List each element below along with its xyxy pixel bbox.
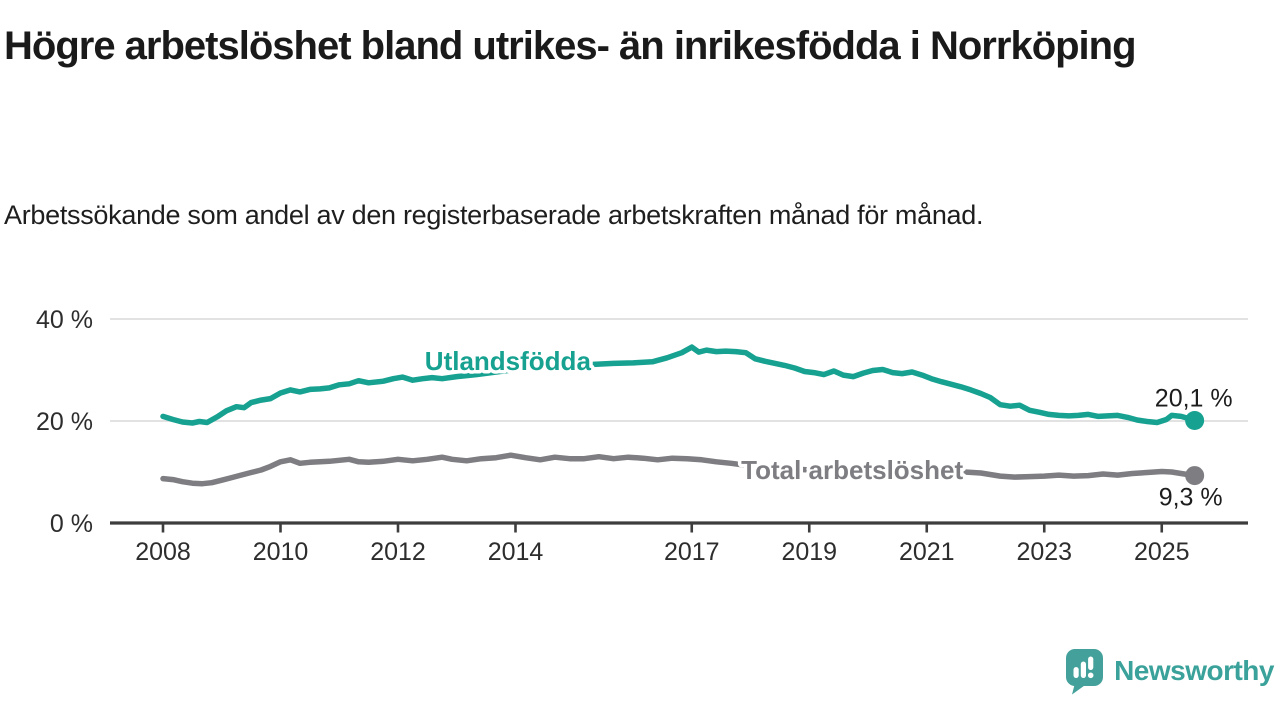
x-tick-label: 2023 xyxy=(1016,538,1072,566)
y-tick-label: 40 % xyxy=(36,306,93,334)
x-tick-label: 2017 xyxy=(664,538,720,566)
x-tick-label: 2014 xyxy=(488,538,544,566)
series-end-value-label-0: 20,1 % xyxy=(1155,384,1233,412)
y-tick-label: 20 % xyxy=(36,408,93,436)
x-tick-label: 2021 xyxy=(899,538,955,566)
y-tick-label: 0 % xyxy=(50,510,93,538)
unemployment-line-chart: 2008 2010 2012 2014 2017 2019 2021 2023 2025 0 % 2… xyxy=(36,306,1248,566)
series-label-0: Utlandsfödda xyxy=(425,346,592,376)
x-tick-label: 2019 xyxy=(781,538,837,566)
chart-title: Högre arbetslöshet bland utrikes- än inr… xyxy=(4,24,1137,68)
series-end-value-label-1: 9,3 % xyxy=(1159,484,1223,512)
newsworthy-branding: Newsworthy xyxy=(1064,645,1274,697)
series-label-1: Total arbetslöshet xyxy=(741,455,963,485)
newsworthy-wordmark: Newsworthy xyxy=(1114,655,1274,686)
x-tick-label: 2012 xyxy=(370,538,426,566)
series-line-1 xyxy=(160,452,1198,487)
newsworthy-logo-icon xyxy=(1066,649,1104,695)
x-tick-label: 2025 xyxy=(1134,538,1190,566)
chart-subtitle: Arbetssökande som andel av den registerb… xyxy=(4,200,984,230)
x-tick-label: 2008 xyxy=(135,538,191,566)
series-line-0 xyxy=(160,344,1198,426)
series-end-dot-1 xyxy=(1185,466,1205,486)
series-end-dot-0 xyxy=(1185,410,1205,430)
x-tick-label: 2010 xyxy=(253,538,309,566)
